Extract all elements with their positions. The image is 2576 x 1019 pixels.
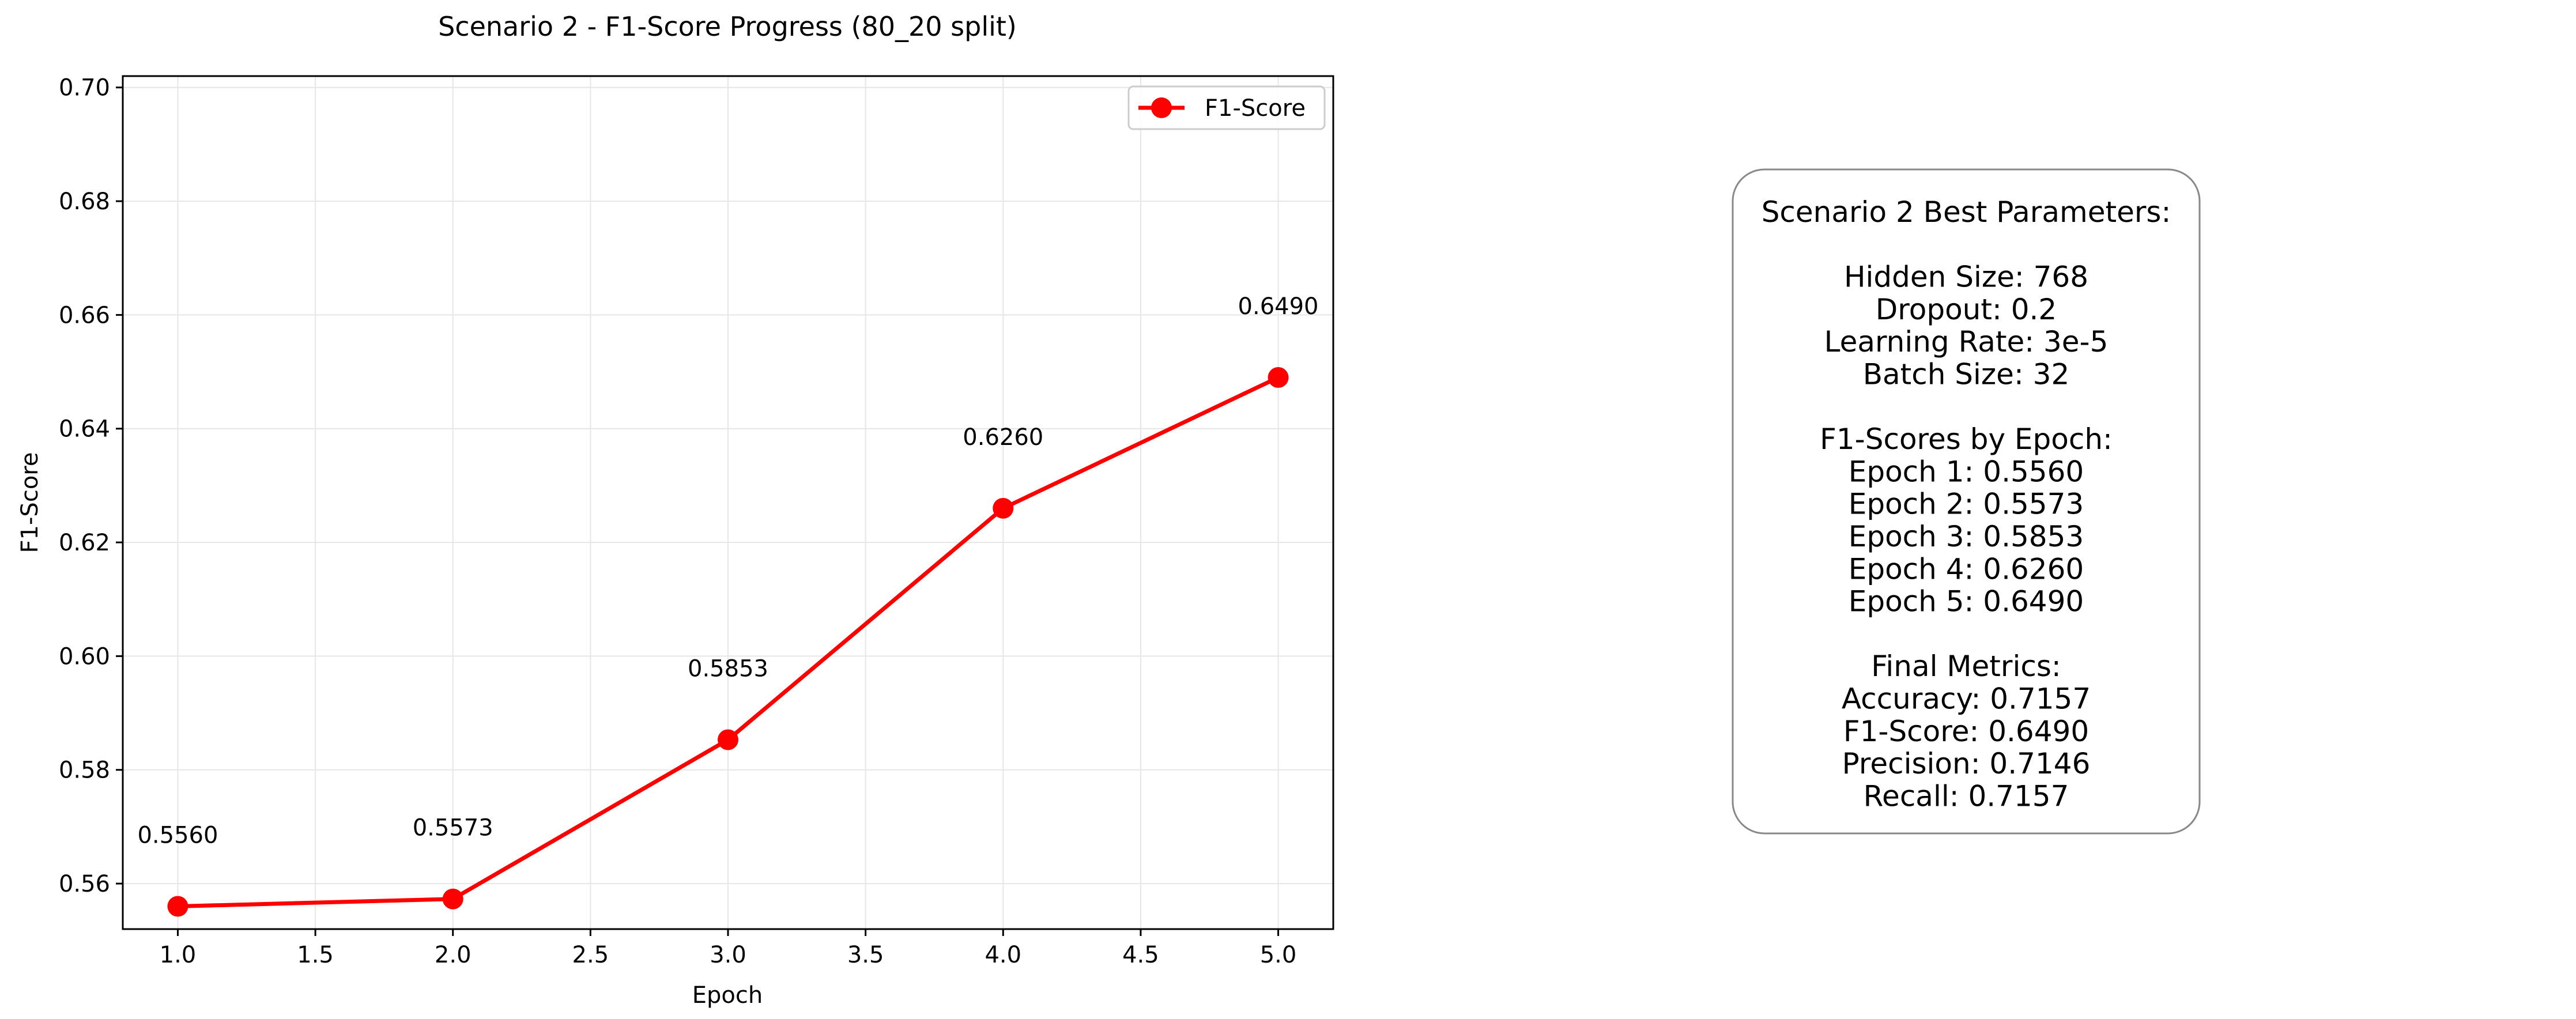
x-tick-label: 3.0 bbox=[710, 942, 746, 968]
data-point bbox=[718, 729, 738, 750]
data-value-label: 0.5560 bbox=[137, 822, 218, 849]
parameters-line: Recall: 0.7157 bbox=[1864, 779, 2069, 813]
parameters-line: Accuracy: 0.7157 bbox=[1842, 682, 2091, 716]
y-tick-label: 0.56 bbox=[59, 871, 110, 897]
y-tick-label: 0.58 bbox=[59, 757, 110, 784]
parameters-line: Epoch 3: 0.5853 bbox=[1849, 520, 2084, 553]
grid-lines bbox=[123, 76, 1333, 929]
x-tick-label: 2.5 bbox=[572, 942, 609, 968]
legend-label: F1-Score bbox=[1205, 95, 1306, 122]
data-labels: 0.5560 0.5573 0.5853 0.6260 0.6490 bbox=[137, 293, 1318, 849]
data-value-label: 0.5853 bbox=[688, 655, 768, 682]
parameters-line: Dropout: 0.2 bbox=[1876, 293, 2057, 326]
data-point bbox=[1268, 367, 1289, 388]
y-axis-label: F1-Score bbox=[17, 452, 43, 553]
parameters-box-frame bbox=[1732, 168, 2201, 835]
y-tick-label: 0.62 bbox=[59, 530, 110, 556]
y-tick-label: 0.70 bbox=[59, 75, 110, 101]
legend-point-marker bbox=[1151, 97, 1172, 118]
parameters-line: Epoch 4: 0.6260 bbox=[1849, 552, 2084, 586]
x-tick-label: 1.0 bbox=[160, 942, 197, 968]
data-point bbox=[993, 497, 1014, 519]
legend-frame bbox=[1127, 85, 1326, 130]
parameters-line: Precision: 0.7146 bbox=[1842, 747, 2091, 780]
y-axis-ticks: 0.56 0.58 0.60 0.62 0.64 0.66 0.68 0.70 bbox=[59, 75, 123, 897]
parameters-line: Hidden Size: 768 bbox=[1844, 261, 2088, 294]
parameters-line: Epoch 5: 0.6490 bbox=[1849, 585, 2084, 618]
data-point bbox=[442, 888, 463, 909]
parameters-line: F1-Score: 0.6490 bbox=[1843, 715, 2089, 748]
x-axis-ticks: 1.0 1.5 2.0 2.5 3.0 3.5 4.0 4.5 5.0 bbox=[160, 929, 1297, 968]
x-tick-label: 4.5 bbox=[1122, 942, 1159, 968]
x-tick-label: 5.0 bbox=[1260, 942, 1297, 968]
parameters-line: Epoch 2: 0.5573 bbox=[1849, 488, 2084, 521]
parameters-line: Epoch 1: 0.5560 bbox=[1849, 455, 2084, 488]
legend: F1-Score bbox=[1127, 85, 1326, 130]
parameters-line: Scenario 2 Best Parameters: bbox=[1762, 195, 2171, 229]
x-tick-label: 3.5 bbox=[847, 942, 884, 968]
parameters-line: Final Metrics: bbox=[1871, 650, 2061, 683]
data-value-label: 0.6490 bbox=[1238, 293, 1319, 320]
parameters-text: Scenario 2 Best Parameters: Hidden Size: … bbox=[1762, 195, 2171, 813]
x-tick-label: 4.0 bbox=[985, 942, 1021, 968]
y-tick-label: 0.66 bbox=[59, 302, 110, 329]
data-value-label: 0.6260 bbox=[963, 424, 1043, 451]
y-tick-label: 0.64 bbox=[59, 416, 110, 443]
y-tick-label: 0.68 bbox=[59, 188, 110, 215]
parameters-line: Batch Size: 32 bbox=[1863, 358, 2070, 391]
x-tick-label: 2.0 bbox=[435, 942, 472, 968]
series-f1-score bbox=[167, 367, 1289, 917]
chart-title: Scenario 2 - F1-Score Progress (80_20 sp… bbox=[438, 11, 1017, 42]
y-tick-label: 0.60 bbox=[59, 643, 110, 670]
parameters-box: Scenario 2 Best Parameters: Hidden Size: … bbox=[1732, 168, 2201, 835]
data-point bbox=[167, 896, 188, 917]
parameters-line: F1-Scores by Epoch: bbox=[1820, 422, 2113, 456]
x-axis-label: Epoch bbox=[692, 982, 763, 1009]
x-tick-label: 1.5 bbox=[297, 942, 334, 968]
parameters-line: Learning Rate: 3e-5 bbox=[1824, 325, 2109, 358]
data-value-label: 0.5573 bbox=[413, 815, 493, 841]
